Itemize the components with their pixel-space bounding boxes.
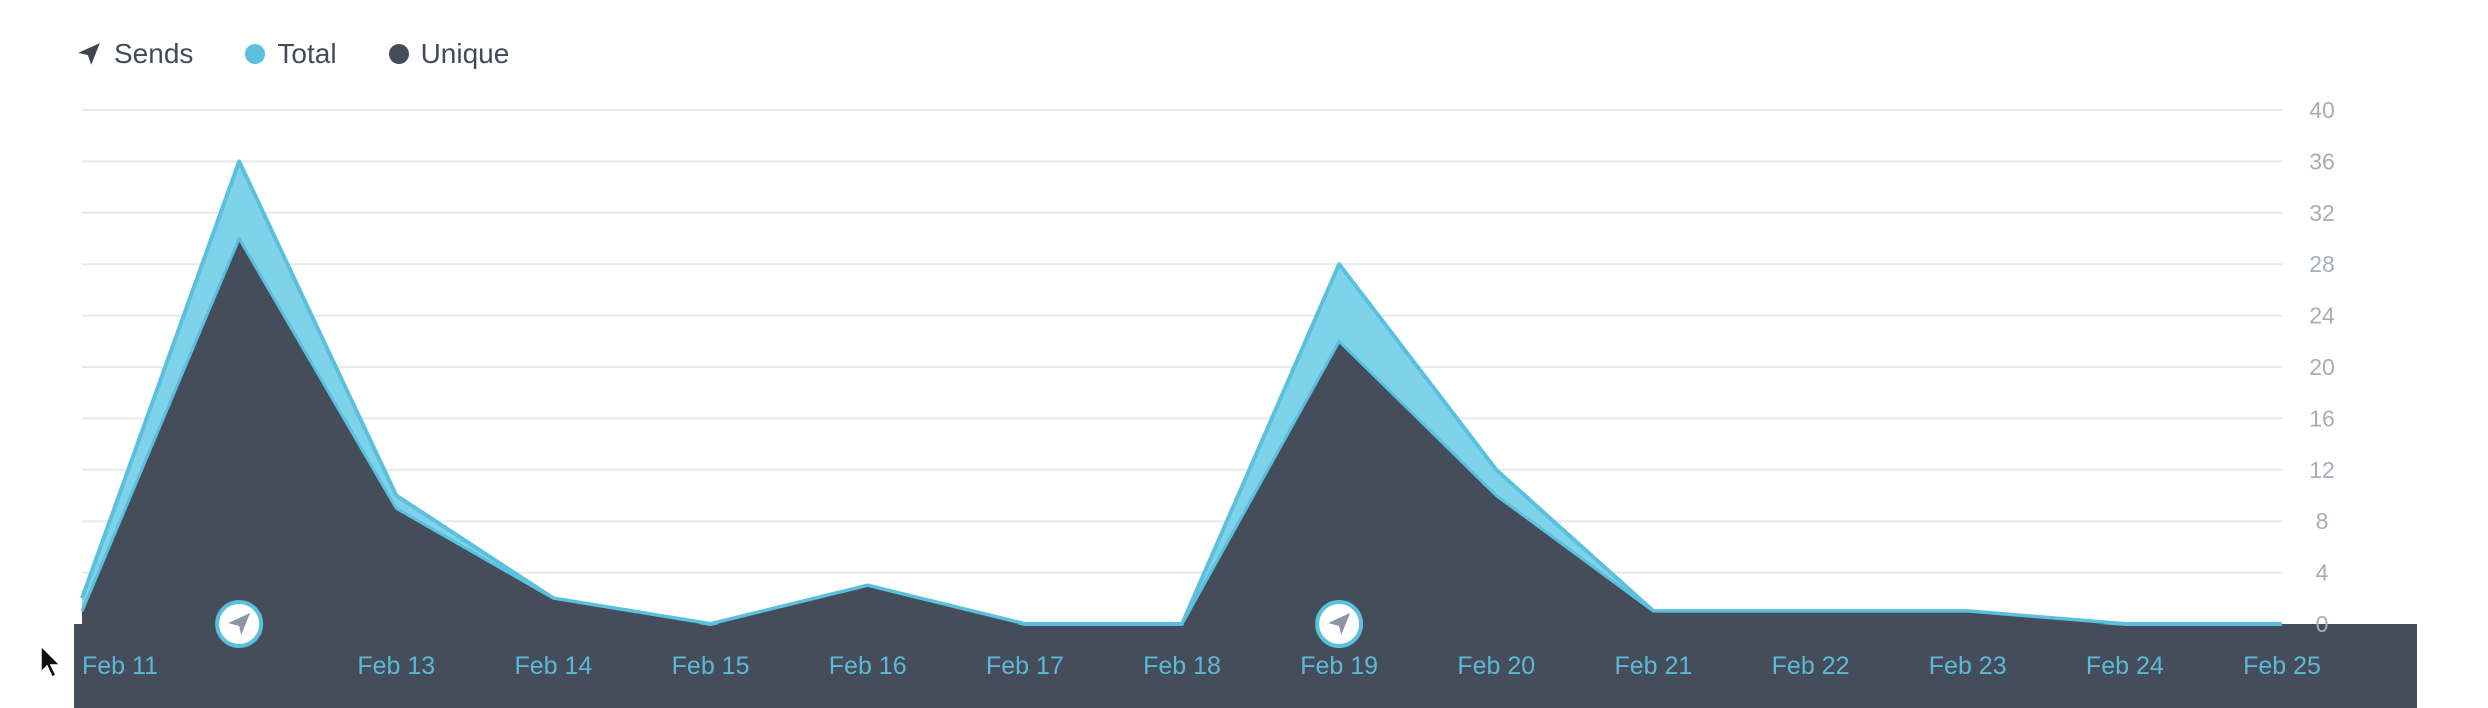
- x-tick-label: Feb 11: [82, 652, 158, 680]
- send-marker[interactable]: [215, 600, 264, 648]
- x-tick-label: Feb 16: [829, 652, 907, 680]
- legend-item-sends[interactable]: Sends: [76, 38, 193, 70]
- x-axis-ticks: Feb 11 Feb 13 Feb 14 Feb 15 Feb 16 Feb 17 Feb …: [82, 652, 2321, 680]
- y-tick-label: 24: [2309, 303, 2335, 329]
- send-markers: [215, 600, 1364, 648]
- legend-item-total[interactable]: Total: [245, 38, 337, 70]
- y-tick-label: 32: [2309, 200, 2335, 226]
- series-area-unique: [82, 238, 2282, 624]
- x-tick-label: Feb 25: [2243, 652, 2321, 680]
- x-axis-band: [74, 624, 2417, 708]
- legend-label-total: Total: [277, 38, 337, 69]
- y-axis-ticks: 0 4 8 12 16 20 24 28 32 36 40: [2309, 97, 2335, 637]
- x-tick-label: Feb 19: [1300, 652, 1378, 680]
- y-tick-label: 8: [2316, 508, 2329, 534]
- send-marker[interactable]: [1315, 600, 1364, 648]
- series-line-unique: [80, 237, 2282, 626]
- x-tick-label: Feb 13: [357, 652, 435, 680]
- y-tick-label: 0: [2316, 611, 2329, 637]
- series-areas: [80, 159, 2282, 626]
- paper-plane-icon: [1328, 613, 1351, 635]
- y-tick-label: 16: [2309, 405, 2335, 431]
- x-tick-label: Feb 20: [1457, 652, 1535, 680]
- legend-swatch-total: [245, 44, 266, 64]
- paper-plane-icon: [228, 613, 251, 635]
- x-tick-label: Feb 22: [1772, 652, 1850, 680]
- legend-label-unique: Unique: [420, 38, 510, 69]
- legend-label-sends: Sends: [114, 38, 194, 69]
- y-tick-label: 36: [2309, 148, 2335, 174]
- x-tick-label: Feb 21: [1615, 652, 1693, 680]
- x-tick-label: Feb 23: [1929, 652, 2007, 680]
- chart-legend: Sends Total Unique: [76, 38, 509, 70]
- y-tick-label: 20: [2309, 354, 2335, 380]
- mouse-cursor-icon: [40, 645, 62, 679]
- x-tick-label: Feb 17: [986, 652, 1064, 680]
- x-tick-label: Feb 14: [515, 652, 593, 680]
- y-tick-label: 40: [2309, 97, 2335, 123]
- legend-swatch-unique: [388, 44, 409, 64]
- x-tick-label: Feb 24: [2086, 652, 2164, 680]
- paper-plane-icon: [78, 43, 100, 65]
- x-tick-label: Feb 15: [672, 652, 750, 680]
- y-tick-label: 28: [2309, 251, 2335, 277]
- legend-item-unique[interactable]: Unique: [388, 38, 510, 70]
- y-tick-label: 4: [2316, 560, 2329, 586]
- x-tick-label: Feb 18: [1143, 652, 1221, 680]
- y-tick-label: 12: [2309, 457, 2335, 483]
